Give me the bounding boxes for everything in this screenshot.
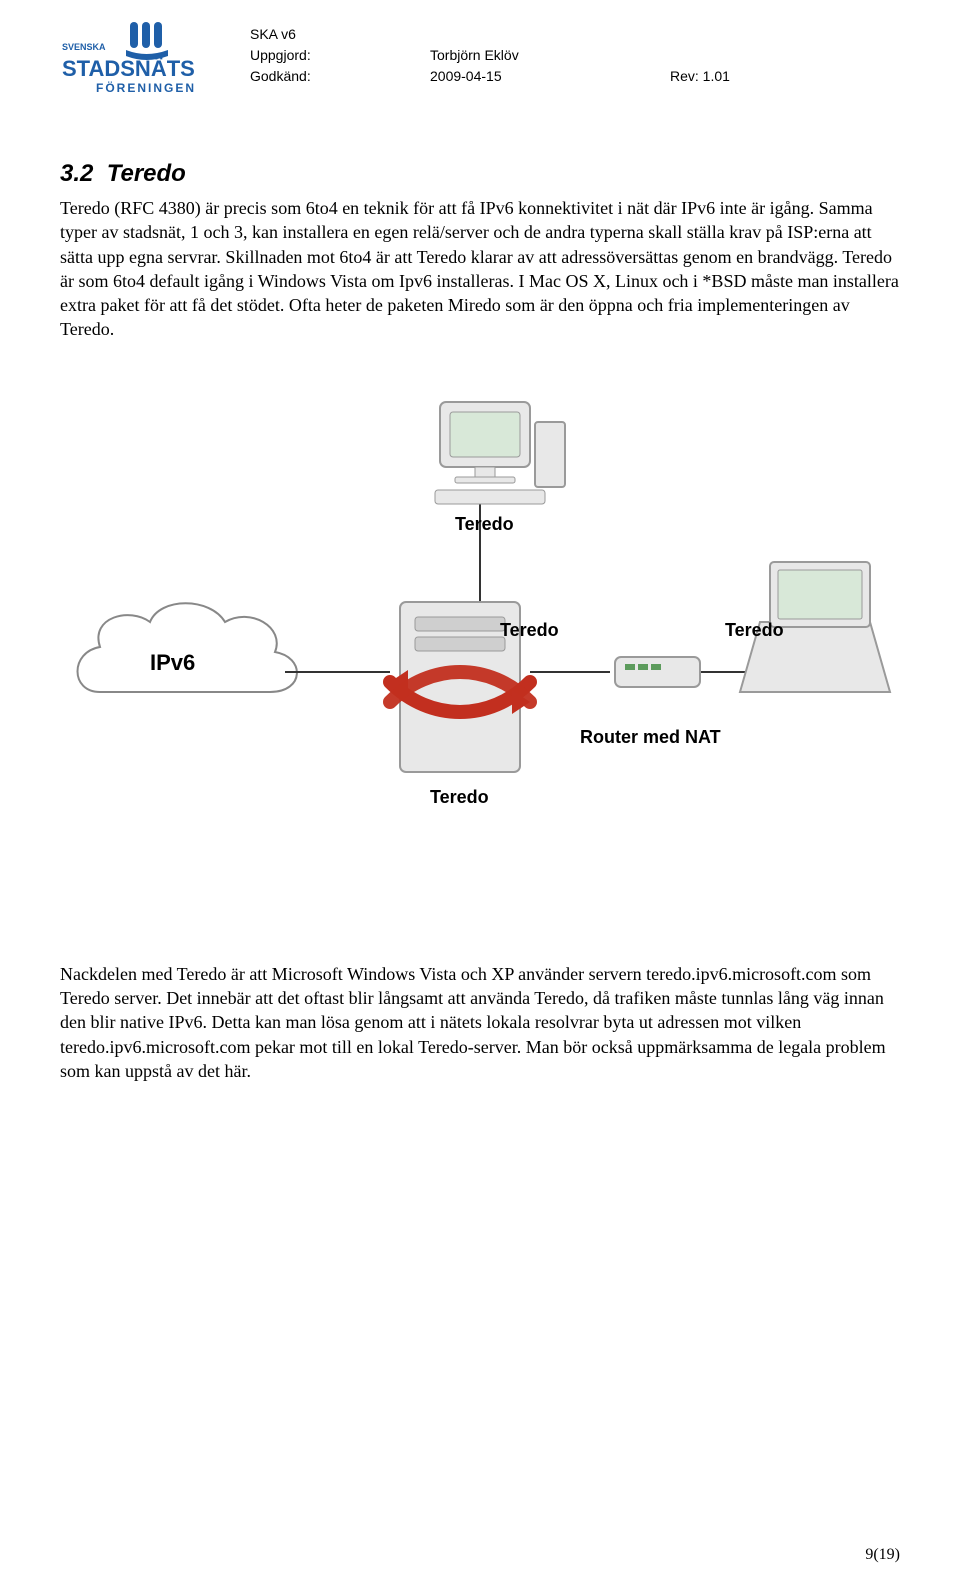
author: Torbjörn Eklöv (430, 45, 630, 66)
label-teredo-bottom: Teredo (430, 787, 489, 808)
router-icon (615, 657, 700, 687)
prepared-label: Uppgjord: (250, 45, 390, 66)
logo: SVENSKA STADSNÄTS FÖRENINGEN (60, 20, 230, 100)
header: SVENSKA STADSNÄTS FÖRENINGEN SKA v6 Uppg… (60, 20, 900, 100)
logo-top-text: SVENSKA (62, 42, 106, 52)
label-teredo-mid-right: Teredo (725, 620, 784, 641)
page-number: 9(19) (865, 1546, 900, 1564)
approved-label: Godkänd: (250, 66, 390, 87)
section-title: 3.2 Teredo (60, 160, 900, 188)
rev: Rev: 1.01 (670, 66, 770, 87)
label-router-nat: Router med NAT (580, 727, 721, 748)
date: 2009-04-15 (430, 66, 630, 87)
label-teredo-mid-left: Teredo (500, 620, 559, 641)
desktop-icon (435, 402, 565, 504)
para-2: Nackdelen med Teredo är att Microsoft Wi… (60, 962, 900, 1083)
ipv6-cloud-icon (78, 603, 297, 692)
page: SVENSKA STADSNÄTS FÖRENINGEN SKA v6 Uppg… (0, 0, 960, 1584)
doc-id: SKA v6 (250, 24, 390, 45)
logo-main-text: STADSNÄTS (62, 56, 195, 81)
section-heading: Teredo (107, 160, 186, 187)
section-number: 3.2 (60, 160, 93, 187)
label-ipv6: IPv6 (150, 650, 195, 676)
logo-sub-text: FÖRENINGEN (96, 80, 196, 95)
header-meta: SKA v6 Uppgjord: Godkänd: Torbjörn Eklöv… (250, 20, 900, 87)
para-1: Teredo (RFC 4380) är precis som 6to4 en … (60, 196, 900, 342)
label-teredo-top: Teredo (455, 514, 514, 535)
teredo-diagram: IPv6 Teredo Teredo Teredo Teredo Router … (60, 372, 900, 932)
